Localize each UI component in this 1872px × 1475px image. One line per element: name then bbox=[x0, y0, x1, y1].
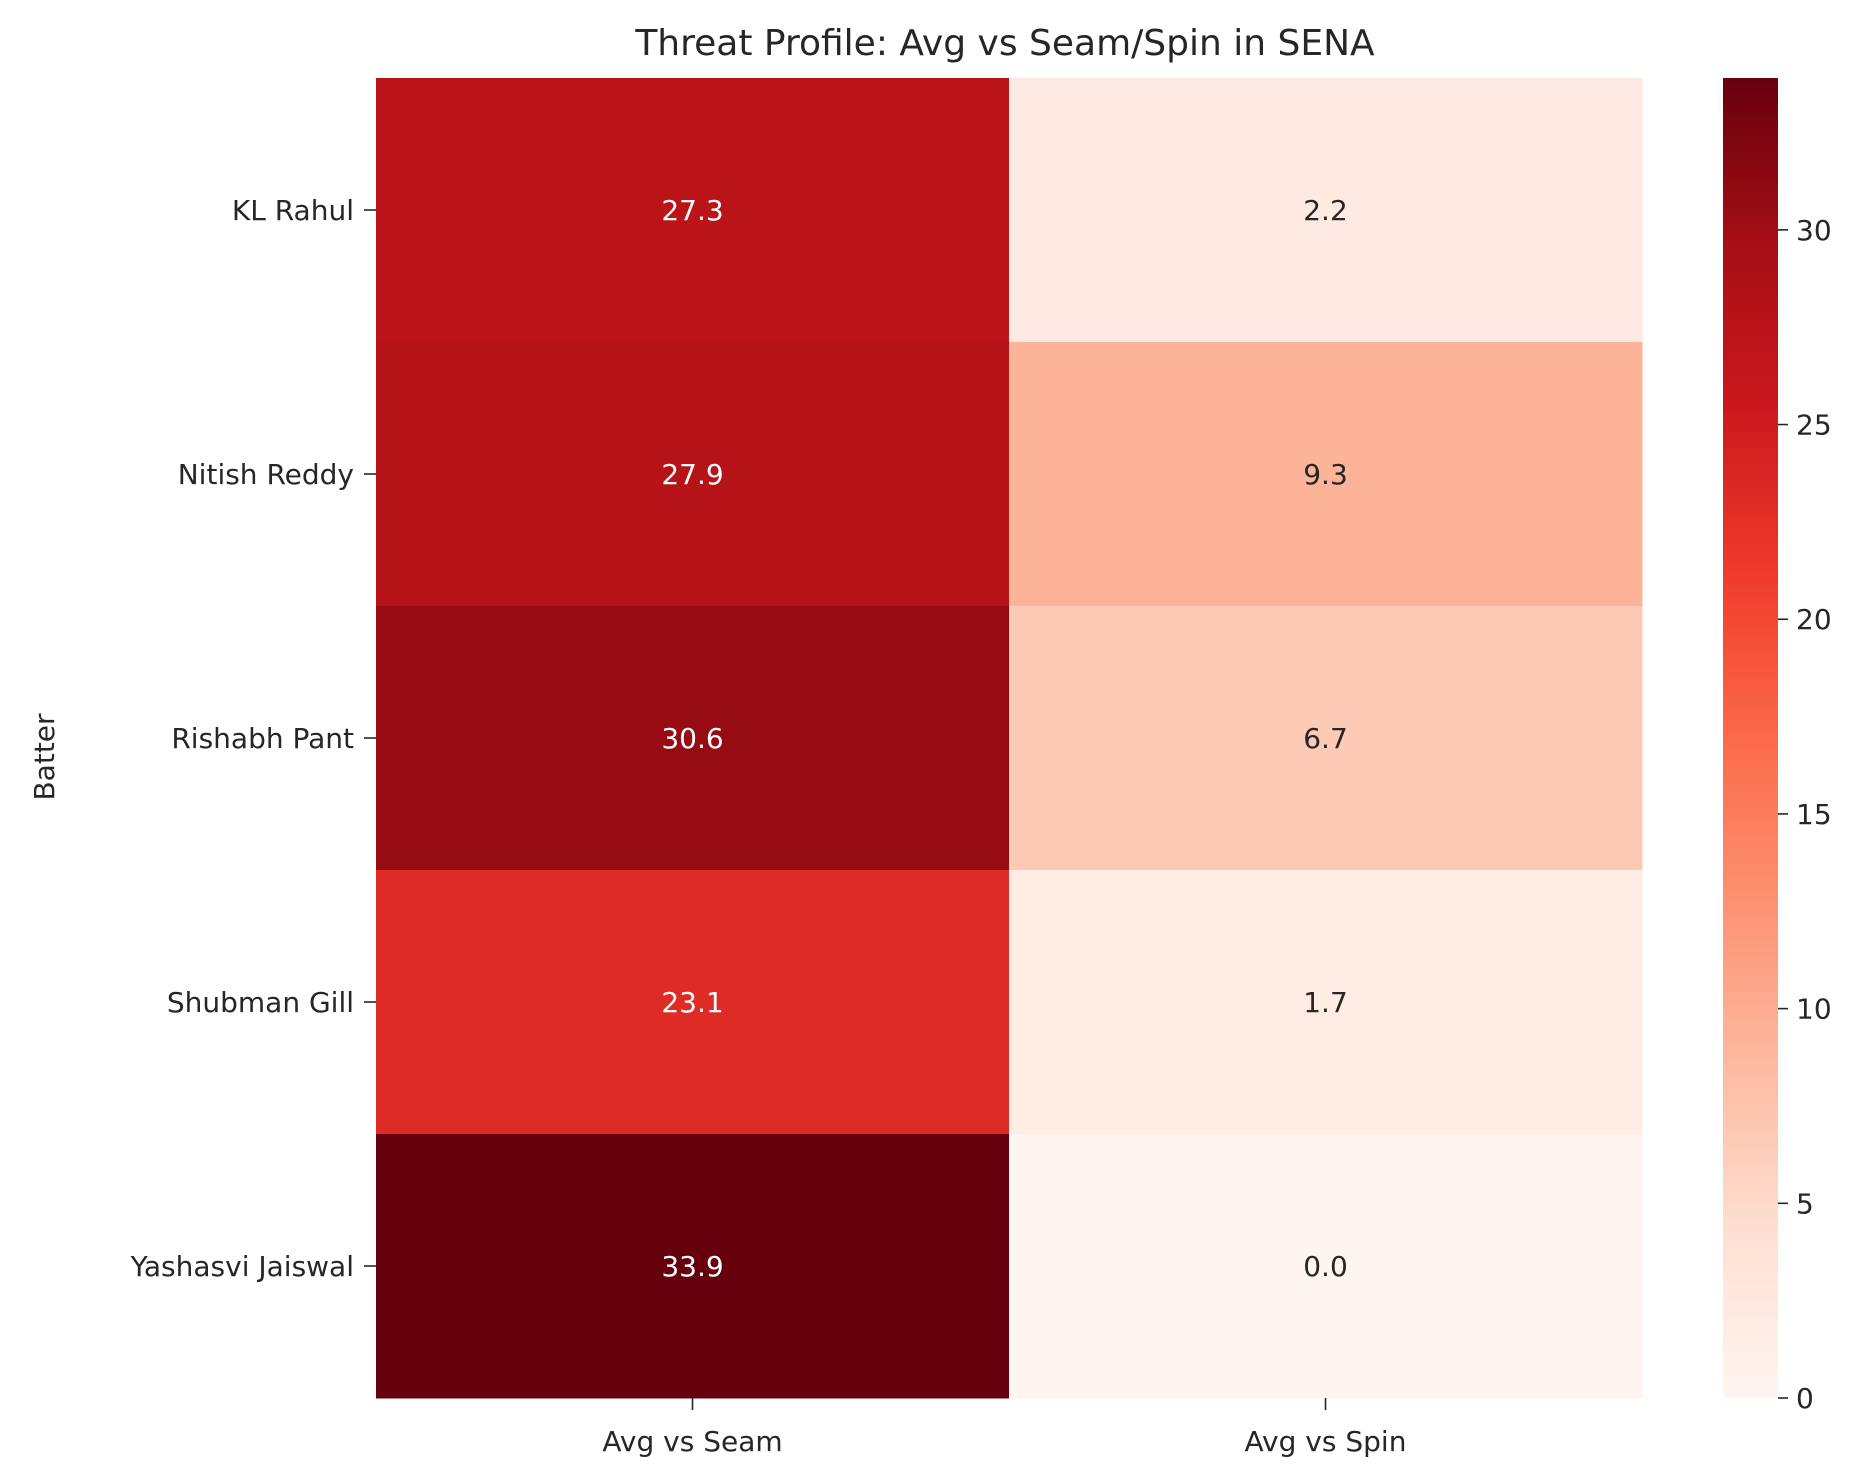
colorbar-tick-label: 30 bbox=[1796, 214, 1832, 247]
cell-value-label: 30.6 bbox=[661, 722, 723, 755]
colorbar-tick-label: 25 bbox=[1796, 409, 1832, 442]
heatmap-cell bbox=[1009, 870, 1643, 1135]
colorbar-tick-label: 0 bbox=[1796, 1382, 1814, 1415]
y-tick-label: Nitish Reddy bbox=[178, 458, 354, 491]
cell-value-label: 2.2 bbox=[1303, 194, 1348, 227]
y-axis-label: Batter bbox=[28, 713, 61, 801]
heatmap-cell bbox=[1009, 606, 1643, 871]
colorbar: 0 5 10 15 20 25 30 bbox=[1723, 78, 1832, 1415]
x-axis: Avg vs Seam Avg vs Spin bbox=[602, 1398, 1406, 1458]
colorbar-tick-label: 10 bbox=[1796, 993, 1832, 1026]
heatmap-cell bbox=[376, 870, 1010, 1135]
cell-value-label: 27.3 bbox=[661, 194, 723, 227]
heatmap-cells: 27.3 2.2 27.9 9.3 30.6 6.7 23.1 1.7 33.9 0.0 bbox=[376, 78, 1643, 1399]
heatmap-cell bbox=[1009, 1134, 1643, 1399]
heatmap-cell bbox=[376, 606, 1010, 871]
heatmap-cell bbox=[376, 1134, 1010, 1399]
heatmap-cell bbox=[376, 78, 1010, 343]
colorbar-gradient bbox=[1723, 78, 1778, 1398]
x-tick-label: Avg vs Seam bbox=[602, 1425, 782, 1458]
cell-value-label: 0.0 bbox=[1303, 1250, 1348, 1283]
colorbar-tick-label: 20 bbox=[1796, 603, 1832, 636]
cell-value-label: 23.1 bbox=[661, 986, 723, 1019]
heatmap-cell bbox=[1009, 342, 1643, 607]
y-tick-label: Yashasvi Jaiswal bbox=[130, 1250, 354, 1283]
chart-title: Threat Profile: Avg vs Seam/Spin in SENA bbox=[634, 23, 1375, 64]
heatmap-cell bbox=[376, 342, 1010, 607]
colorbar-tick-label: 5 bbox=[1796, 1187, 1814, 1220]
x-tick-label: Avg vs Spin bbox=[1245, 1425, 1407, 1458]
cell-value-label: 27.9 bbox=[661, 458, 723, 491]
y-tick-label: Rishabh Pant bbox=[171, 722, 354, 755]
cell-value-label: 1.7 bbox=[1303, 986, 1348, 1019]
cell-value-label: 9.3 bbox=[1303, 458, 1348, 491]
y-tick-label: Shubman Gill bbox=[167, 986, 354, 1019]
heatmap-cell bbox=[1009, 78, 1643, 343]
y-tick-label: KL Rahul bbox=[232, 194, 354, 227]
colorbar-tick-label: 15 bbox=[1796, 798, 1832, 831]
y-axis: KL Rahul Nitish Reddy Rishabh Pant Shubman … bbox=[130, 194, 376, 1283]
cell-value-label: 33.9 bbox=[661, 1250, 723, 1283]
cell-value-label: 6.7 bbox=[1303, 722, 1348, 755]
